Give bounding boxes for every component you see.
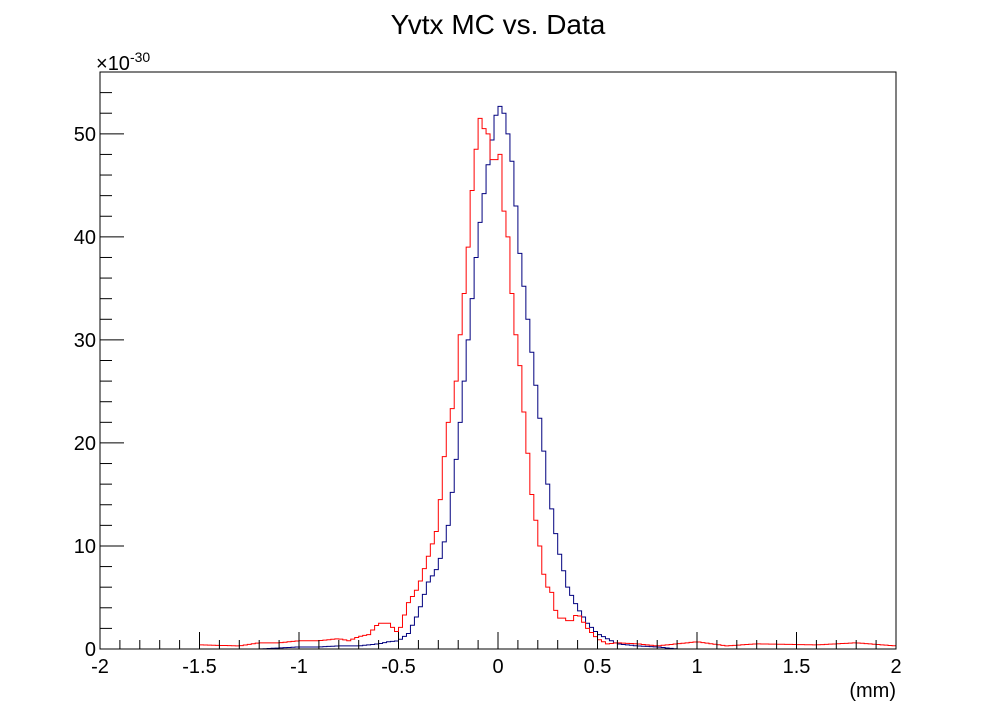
x-tick-label: -1	[290, 656, 308, 678]
x-tick-label: 0.5	[584, 656, 612, 678]
y-multiplier-base: 10	[108, 53, 130, 75]
x-axis-label: (mm)	[849, 680, 896, 702]
y-tick-label: 10	[74, 536, 96, 558]
y-axis-multiplier: ×10-30	[96, 49, 150, 75]
y-multiplier-prefix: ×	[96, 53, 108, 75]
y-axis-tick-labels: 0 10 20 30 40 50	[74, 124, 96, 661]
chart-title: Yvtx MC vs. Data	[391, 9, 606, 40]
y-axis-ticks	[100, 71, 124, 650]
y-tick-label: 30	[74, 330, 96, 352]
x-axis-tick-labels: -2 -1.5 -1 -0.5 0 0.5 1 1.5 2	[91, 656, 901, 678]
x-tick-label: -1.5	[182, 656, 216, 678]
y-multiplier-exponent: -30	[130, 49, 150, 65]
histogram-series-1-line	[100, 117, 896, 650]
x-tick-label: 1.5	[783, 656, 811, 678]
x-axis-ticks	[99, 632, 897, 649]
y-tick-label: 50	[74, 124, 96, 146]
y-tick-label: 0	[85, 639, 96, 661]
x-tick-label: 1	[691, 656, 702, 678]
svg-text:×10-30: ×10-30	[96, 49, 150, 75]
x-tick-label: 2	[890, 656, 901, 678]
y-tick-label: 20	[74, 433, 96, 455]
y-tick-label: 40	[74, 227, 96, 249]
x-tick-label: -0.5	[381, 656, 415, 678]
x-tick-label: -2	[91, 656, 109, 678]
x-tick-label: 0	[492, 656, 503, 678]
